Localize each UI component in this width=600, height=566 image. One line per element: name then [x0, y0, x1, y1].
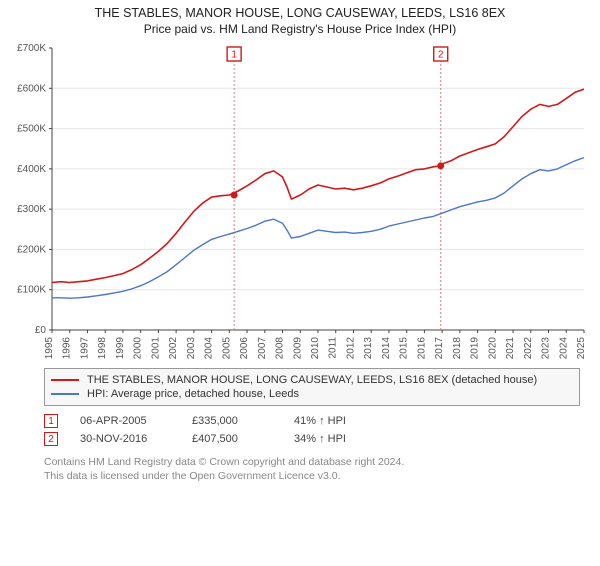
svg-text:2019: 2019: [470, 337, 481, 360]
footer-line-2: This data is licensed under the Open Gov…: [44, 470, 580, 484]
svg-text:2013: 2013: [363, 337, 374, 360]
svg-text:£0: £0: [35, 325, 47, 336]
svg-text:1: 1: [231, 50, 237, 61]
legend: THE STABLES, MANOR HOUSE, LONG CAUSEWAY,…: [44, 368, 580, 406]
sale-price-2: £407,500: [192, 433, 272, 445]
footer-line-1: Contains HM Land Registry data © Crown c…: [44, 456, 580, 470]
legend-item-hpi: HPI: Average price, detached house, Leed…: [51, 387, 573, 401]
legend-label-hpi: HPI: Average price, detached house, Leed…: [87, 388, 299, 400]
legend-label-property: THE STABLES, MANOR HOUSE, LONG CAUSEWAY,…: [87, 374, 537, 386]
sale-marker-2-num: 2: [48, 434, 54, 445]
svg-text:2007: 2007: [257, 337, 268, 360]
svg-text:2017: 2017: [434, 337, 445, 360]
footer: Contains HM Land Registry data © Crown c…: [44, 456, 580, 483]
svg-text:£300K: £300K: [17, 204, 46, 215]
svg-text:2008: 2008: [275, 337, 286, 360]
svg-text:2002: 2002: [168, 337, 179, 360]
svg-text:2024: 2024: [558, 337, 569, 360]
chart-title-block: THE STABLES, MANOR HOUSE, LONG CAUSEWAY,…: [0, 6, 600, 36]
svg-text:1995: 1995: [44, 337, 55, 360]
svg-text:2015: 2015: [399, 337, 410, 360]
svg-text:£700K: £700K: [17, 43, 46, 54]
sale-marker-2: 2: [44, 432, 58, 446]
sale-row-2: 2 30-NOV-2016 £407,500 34% ↑ HPI: [44, 430, 580, 448]
svg-text:1997: 1997: [79, 337, 90, 360]
svg-text:2010: 2010: [310, 337, 321, 360]
svg-text:2000: 2000: [133, 337, 144, 360]
chart-container: £0 £100K £200K £300K £400K £500K £600K £700K 199…: [8, 40, 592, 360]
svg-text:£500K: £500K: [17, 124, 46, 135]
sale-marker-1: 1: [44, 414, 58, 428]
svg-text:2020: 2020: [487, 337, 498, 360]
svg-text:2011: 2011: [328, 337, 339, 359]
svg-text:2021: 2021: [505, 337, 516, 360]
svg-text:2018: 2018: [452, 337, 463, 360]
svg-text:2004: 2004: [204, 337, 215, 360]
svg-text:2023: 2023: [541, 337, 552, 360]
title-line-1: THE STABLES, MANOR HOUSE, LONG CAUSEWAY,…: [0, 6, 600, 20]
legend-item-property: THE STABLES, MANOR HOUSE, LONG CAUSEWAY,…: [51, 373, 573, 387]
svg-text:2012: 2012: [345, 337, 356, 360]
svg-text:2022: 2022: [523, 337, 534, 360]
sale-marker-1-num: 1: [48, 416, 54, 427]
svg-text:1996: 1996: [62, 337, 73, 360]
title-line-2: Price paid vs. HM Land Registry's House …: [0, 22, 600, 36]
svg-text:2006: 2006: [239, 337, 250, 360]
svg-text:2005: 2005: [221, 337, 232, 360]
sale-date-2: 30-NOV-2016: [80, 433, 170, 445]
svg-text:2001: 2001: [150, 337, 161, 360]
sale-hpi-2: 34% ↑ HPI: [294, 433, 346, 445]
svg-text:£600K: £600K: [17, 83, 46, 94]
sale-row-1: 1 06-APR-2005 £335,000 41% ↑ HPI: [44, 412, 580, 430]
legend-swatch-property: [51, 379, 79, 381]
svg-text:1999: 1999: [115, 337, 126, 360]
svg-text:£400K: £400K: [17, 164, 46, 175]
sale-price-1: £335,000: [192, 415, 272, 427]
svg-text:£200K: £200K: [17, 244, 46, 255]
sale-hpi-1: 41% ↑ HPI: [294, 415, 346, 427]
svg-text:2003: 2003: [186, 337, 197, 360]
line-chart: £0 £100K £200K £300K £400K £500K £600K £700K 199…: [8, 40, 592, 360]
legend-swatch-hpi: [51, 393, 79, 395]
svg-text:1998: 1998: [97, 337, 108, 360]
svg-text:2025: 2025: [576, 337, 587, 360]
svg-text:2: 2: [438, 50, 444, 61]
svg-text:2016: 2016: [416, 337, 427, 360]
svg-text:2009: 2009: [292, 337, 303, 360]
svg-text:£100K: £100K: [17, 285, 46, 296]
svg-text:2014: 2014: [381, 337, 392, 360]
sale-date-1: 06-APR-2005: [80, 415, 170, 427]
sales-table: 1 06-APR-2005 £335,000 41% ↑ HPI 2 30-NO…: [44, 412, 580, 448]
